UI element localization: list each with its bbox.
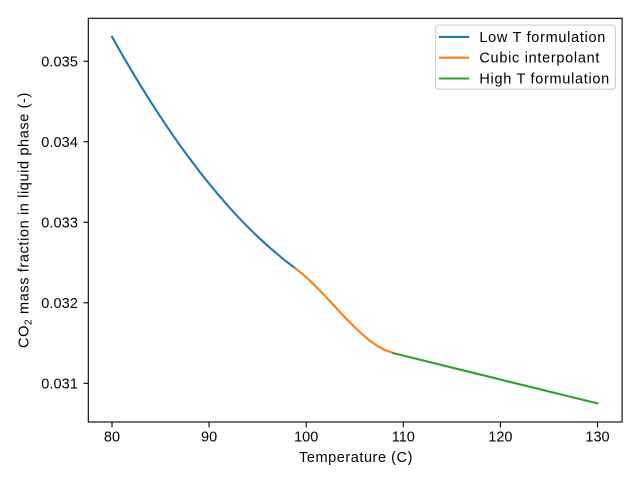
svg-text:Low T formulation: Low T formulation: [479, 30, 606, 46]
svg-text:0.035: 0.035: [41, 54, 78, 70]
svg-text:High T formulation: High T formulation: [479, 72, 610, 88]
svg-text:90: 90: [201, 430, 217, 446]
svg-text:CO2 mass fraction in liquid ph: CO2 mass fraction in liquid phase (-): [17, 92, 35, 348]
svg-text:0.031: 0.031: [41, 376, 78, 392]
svg-text:0.034: 0.034: [41, 135, 78, 151]
svg-text:80: 80: [104, 430, 120, 446]
svg-text:0.033: 0.033: [41, 215, 78, 231]
svg-text:110: 110: [392, 430, 415, 446]
svg-text:120: 120: [488, 430, 512, 446]
svg-text:0.032: 0.032: [41, 296, 78, 312]
svg-text:Temperature (C): Temperature (C): [299, 450, 413, 466]
svg-text:Cubic interpolant: Cubic interpolant: [479, 51, 600, 67]
svg-text:100: 100: [294, 430, 318, 446]
svg-text:130: 130: [585, 430, 609, 446]
